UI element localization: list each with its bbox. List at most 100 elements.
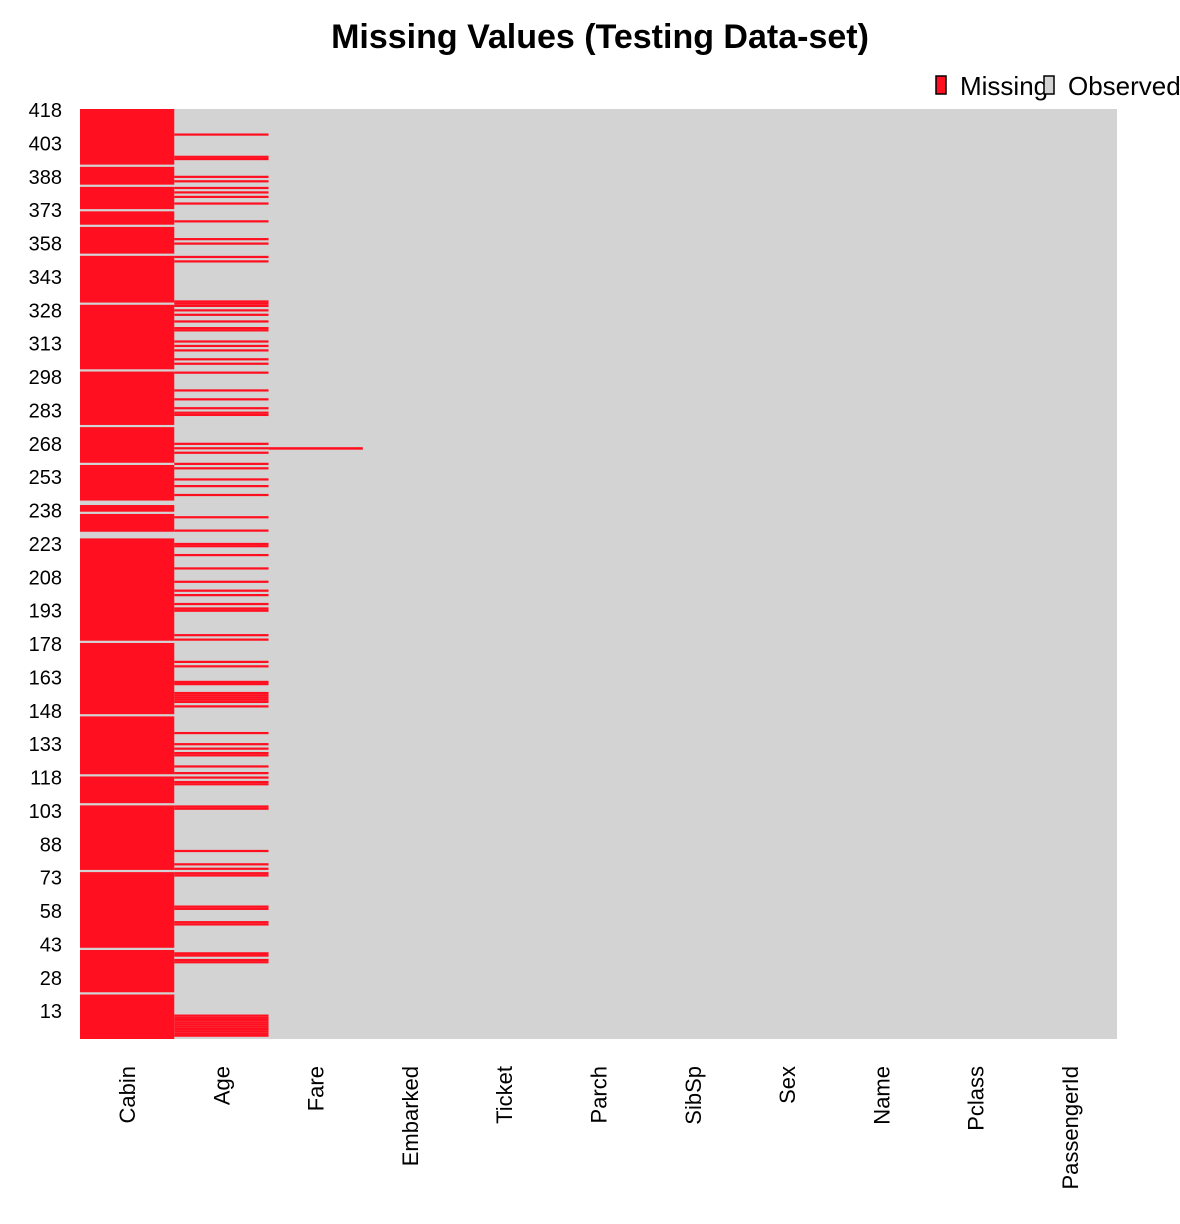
missing-cell-cabin [80,513,175,532]
missing-cell-age [174,607,269,610]
y-tick-label: 268 [29,434,62,456]
y-tick-label: 238 [29,501,62,523]
missing-cell-age [174,516,269,519]
missing-cell-age [174,954,269,957]
missing-cell-age [174,589,269,592]
y-tick-label: 73 [40,868,62,890]
missing-cell-age [174,313,269,316]
missing-cell-age [174,1016,269,1019]
missing-cell-age [174,1014,269,1017]
y-tick-label: 418 [29,100,62,122]
missing-cell-cabin [80,776,175,804]
missing-cell-age [174,175,269,178]
missing-cell-age [174,542,269,546]
missing-cell-age [174,921,269,924]
missing-cell-age [174,478,269,481]
missing-cell-age [174,202,269,205]
missing-cell-age [174,731,269,735]
missing-cell-age [174,260,269,263]
missing-cell-cabin [80,642,175,715]
missing-cell-age [174,180,269,183]
missing-cell-age [174,660,269,663]
missing-cell-age [174,1023,269,1026]
missing-cell-age [174,133,269,136]
missing-cell-age [174,304,269,308]
missing-cell-age [174,300,269,303]
missing-cell-age [174,442,269,445]
missing-cell-age [174,411,269,414]
missing-cell-age [174,805,269,808]
missing-cell-age [174,772,269,775]
missing-cell-age [174,863,269,866]
missing-cell-age [174,155,269,158]
missing-cell-age [174,665,269,668]
missing-cell-age [174,594,269,597]
missing-cell-cabin [80,716,175,775]
y-tick-label: 118 [30,768,62,790]
missing-cell-age [174,1034,269,1037]
missing-cell-age [174,398,269,401]
x-tick-label-age: Age [209,1066,234,1105]
y-tick-label: 388 [29,167,62,189]
missing-cell-age [174,698,269,701]
missing-cell-age [174,320,269,323]
y-tick-label: 223 [29,534,62,556]
missing-cell-age [174,907,269,910]
missing-cell-age [174,961,269,964]
missing-cell-cabin [80,304,175,370]
missing-cell-age [174,1021,269,1024]
chart-title: Missing Values (Testing Data-set) [331,18,869,56]
missing-cell-age [174,447,269,450]
plot-area [80,109,1117,1039]
y-tick-label: 313 [29,334,62,356]
missing-cell-age [174,485,269,488]
missing-cell-age [174,327,269,330]
missing-cell-cabin [80,186,175,210]
y-tick-label: 28 [40,968,62,990]
y-tick-label: 373 [29,200,62,222]
missing-cell-cabin [80,166,175,185]
missing-cell-cabin [80,805,175,870]
missing-cell-age [174,407,269,410]
missing-cell-cabin [80,427,175,463]
y-tick-label: 358 [29,234,62,256]
missing-cell-age [174,765,269,768]
missing-cell-age [174,567,269,570]
missing-cell-age [174,242,269,245]
legend-missing-label: Missing [960,71,1048,101]
missing-cell-age [174,683,269,686]
missing-cell-age [174,867,269,870]
missing-cell-age [174,638,269,641]
missing-cell-age [174,776,269,779]
y-tick-label: 58 [40,901,62,923]
missing-cell-age [174,754,269,757]
missing-cell-age [174,467,269,470]
observed-background [80,109,1117,1039]
missing-cell-age [174,1030,269,1033]
x-tick-label-embarked: Embarked [398,1066,423,1166]
missing-cell-cabin [80,538,175,641]
missing-cell-age [174,783,269,786]
missing-cell-age [174,344,269,348]
missing-cell-age [174,705,269,708]
y-tick-label: 193 [29,601,62,623]
missing-cell-age [174,747,269,750]
missing-cell-cabin [80,464,175,501]
missing-cell-age [174,191,269,194]
missing-cell-age [174,1032,269,1035]
missing-cell-age [174,329,269,332]
legend: Missing Observed [935,71,1180,101]
missing-cell-age [174,413,269,417]
missing-cell-age [174,186,269,190]
y-tick-label: 148 [29,701,62,723]
missing-cell-age [174,358,269,361]
missing-cell-age [174,952,269,955]
missing-cell-cabin [80,109,175,165]
y-tick-label: 403 [29,134,62,156]
x-axis: Cabin Age Fare Embarked Ticket Parch SibSp Sex N… [115,1066,1083,1190]
missing-cell-cabin [80,211,175,225]
missing-cell-age [174,580,269,583]
x-tick-label-sibsp: SibSp [681,1066,706,1125]
missing-cell-age [174,195,269,198]
